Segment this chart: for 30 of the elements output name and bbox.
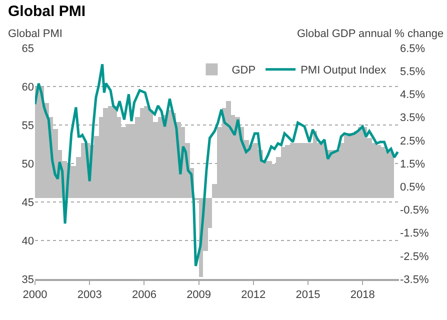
y-tick-label: 65 — [22, 42, 34, 55]
x-tick-label: 2006 — [132, 288, 156, 301]
y2-tick-label: 3.5% — [400, 112, 426, 124]
legend-label: GDP — [232, 64, 256, 77]
chart-title: Global PMI — [8, 3, 86, 20]
y2-tick-label: 4.5% — [400, 89, 426, 102]
y2-tick-label: 5.5% — [400, 66, 426, 78]
y-tick-label: 45 — [22, 196, 34, 209]
y-tick-label: 40 — [22, 235, 34, 248]
y2-tick-label: 2.5% — [400, 135, 426, 148]
y2-axis-title: Global GDP annual % change — [297, 28, 444, 40]
y-axis-title: Global PMI — [8, 28, 62, 40]
x-tick-label: 2018 — [350, 288, 375, 301]
x-tick-label: 2003 — [77, 288, 102, 301]
y-tick-label: 60 — [22, 81, 34, 94]
y2-tick-label: 1.5% — [400, 158, 426, 170]
x-tick-label: 2009 — [186, 288, 212, 301]
x-tick-label: 2000 — [22, 288, 48, 301]
y-tick-label: 50 — [22, 158, 34, 170]
y2-tick-label: -3.5% — [400, 274, 429, 286]
y-tick-label: 35 — [22, 274, 34, 286]
y2-tick-label: -1.5% — [400, 228, 429, 240]
x-tick-label: 2012 — [241, 288, 266, 301]
legend-label: PMI Output Index — [300, 64, 387, 77]
y2-tick-label: 6.5% — [400, 42, 426, 55]
y2-tick-label: -2.5% — [400, 250, 429, 263]
y2-tick-label: -0.5% — [400, 204, 429, 217]
y-tick-label: 55 — [22, 120, 34, 132]
y2-tick-label: 0.5% — [400, 181, 426, 194]
x-tick-label: 2015 — [296, 288, 320, 301]
